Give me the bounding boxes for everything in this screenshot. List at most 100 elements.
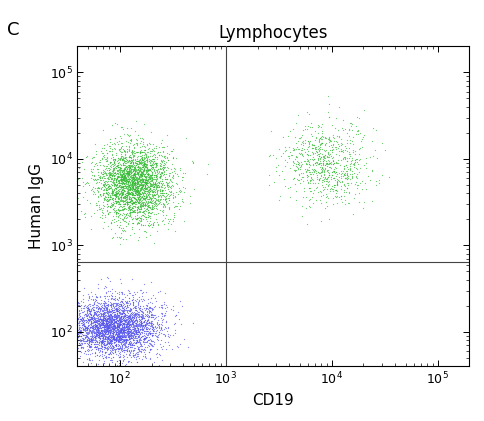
Point <box>106 173 114 180</box>
Point <box>138 356 146 362</box>
Point <box>143 179 151 186</box>
Point <box>136 323 144 330</box>
Point <box>159 342 166 349</box>
Point <box>135 215 142 221</box>
Point <box>143 171 151 177</box>
Point <box>142 174 150 181</box>
Point <box>317 140 324 147</box>
Point <box>106 315 114 322</box>
Point <box>128 184 136 191</box>
Point <box>163 327 170 334</box>
Point <box>145 191 152 197</box>
Point <box>138 183 146 189</box>
Point <box>81 322 89 329</box>
Point <box>127 306 135 312</box>
Point <box>304 158 312 165</box>
Point <box>108 186 116 193</box>
Point <box>296 150 303 157</box>
Point <box>160 312 167 319</box>
Point <box>102 289 109 296</box>
Point <box>110 314 118 320</box>
Point <box>129 183 136 189</box>
Point <box>100 187 107 193</box>
Point <box>95 316 103 322</box>
Point <box>108 189 116 196</box>
Point <box>109 334 117 341</box>
Point <box>129 337 137 344</box>
Point <box>128 321 136 328</box>
Point <box>124 220 132 227</box>
Point <box>101 174 108 181</box>
Point <box>146 150 154 157</box>
Point <box>153 190 161 197</box>
Point <box>110 191 118 197</box>
Point <box>117 194 125 201</box>
Point <box>91 316 98 322</box>
Point <box>334 145 342 152</box>
Point <box>121 165 128 172</box>
Point <box>125 157 133 164</box>
Point <box>93 314 101 321</box>
Point <box>141 184 149 190</box>
Point <box>118 342 126 349</box>
Point <box>128 341 136 348</box>
Point <box>110 316 118 323</box>
Point <box>130 180 138 187</box>
Point <box>115 331 123 338</box>
Point <box>92 330 100 337</box>
Point <box>152 191 160 198</box>
Point <box>110 325 118 332</box>
Point <box>104 186 112 193</box>
Point <box>125 322 133 329</box>
Point <box>120 328 127 335</box>
Point <box>147 322 155 328</box>
Point <box>170 168 178 174</box>
Point <box>122 336 130 343</box>
Point <box>121 317 128 323</box>
Point <box>103 345 110 352</box>
Point <box>144 172 152 179</box>
Point <box>137 178 145 185</box>
Point <box>109 325 117 332</box>
Point <box>101 320 108 326</box>
Point <box>321 205 329 212</box>
Point <box>108 342 116 349</box>
Point <box>103 346 110 353</box>
Point <box>131 185 138 192</box>
Point <box>136 187 144 194</box>
Point <box>118 330 126 337</box>
Point <box>136 287 144 294</box>
Point <box>133 209 141 216</box>
Point <box>123 163 131 169</box>
Point <box>108 196 116 203</box>
Point <box>129 160 136 167</box>
Point <box>117 320 125 327</box>
Point <box>101 325 109 332</box>
Point <box>142 168 150 175</box>
Point <box>126 206 134 213</box>
Point <box>103 204 111 211</box>
Point <box>130 329 137 336</box>
Point <box>320 154 328 161</box>
Point <box>124 322 132 329</box>
Point <box>76 303 83 309</box>
Point <box>90 296 97 302</box>
Point <box>156 165 164 171</box>
Point <box>95 318 103 325</box>
Point <box>140 165 148 172</box>
Point <box>289 125 297 132</box>
Point <box>106 336 113 342</box>
Point <box>107 200 115 207</box>
Point <box>134 202 142 209</box>
Point <box>139 199 147 205</box>
Point <box>133 353 141 360</box>
Point <box>137 200 145 206</box>
Point <box>140 156 148 163</box>
Point <box>120 336 127 343</box>
Point <box>129 317 136 324</box>
Point <box>109 206 117 213</box>
Point <box>126 328 134 334</box>
Point <box>90 328 97 335</box>
Point <box>96 306 104 313</box>
Point <box>157 157 165 164</box>
